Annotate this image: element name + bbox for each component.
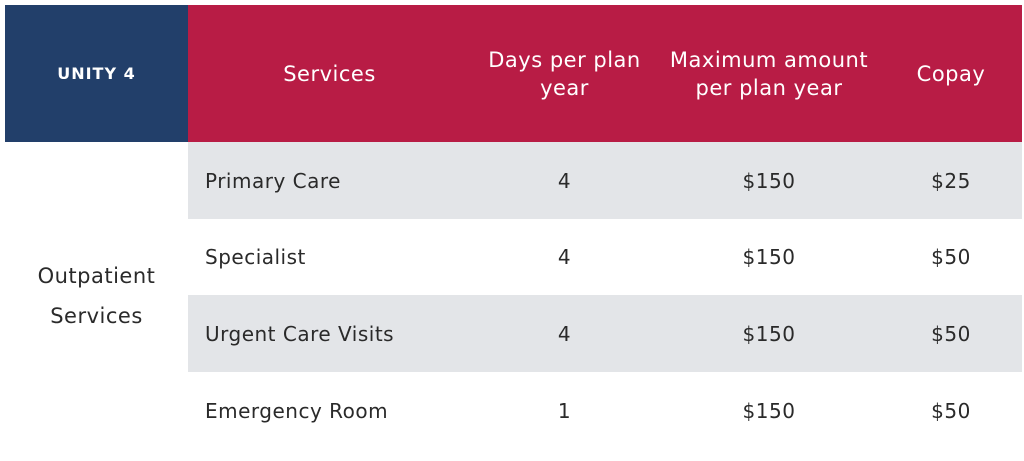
table-row-band xyxy=(188,295,1022,372)
plan-name: UNITY 4 xyxy=(57,64,136,83)
days-value: 4 xyxy=(557,321,572,346)
service-name: Primary Care xyxy=(205,168,341,193)
copay-header-label: Copay xyxy=(916,61,986,86)
copay-value: $25 xyxy=(931,168,971,193)
max-amount-value: $150 xyxy=(742,244,796,269)
copay-column-header: Copay xyxy=(880,5,1022,142)
category-label: Outpatient Services xyxy=(5,142,188,449)
benefits-table: UNITY 4 Services Days per plan year Maxi… xyxy=(5,5,1022,457)
service-name: Specialist xyxy=(205,244,306,269)
days-column-header: Days per plan year xyxy=(471,5,658,142)
plan-name-header: UNITY 4 xyxy=(5,5,188,142)
service-name: Emergency Room xyxy=(205,398,389,423)
max-amount-value: $150 xyxy=(742,168,796,193)
max-amount-value: $150 xyxy=(742,398,796,423)
days-value: 4 xyxy=(557,168,572,193)
max-amount-value: $150 xyxy=(742,321,796,346)
days-value: 1 xyxy=(557,398,572,423)
copay-value: $50 xyxy=(931,398,971,423)
service-name: Urgent Care Visits xyxy=(205,321,395,346)
services-header-label: Services xyxy=(283,61,376,86)
copay-value: $50 xyxy=(931,321,971,346)
copay-value: $50 xyxy=(931,244,971,269)
days-value: 4 xyxy=(557,244,572,269)
max-amount-header-label: Maximum amount per plan year xyxy=(669,47,869,100)
days-header-label: Days per plan year xyxy=(488,47,641,100)
max-amount-column-header: Maximum amount per plan year xyxy=(658,5,880,142)
table-row-band xyxy=(188,142,1022,219)
category-text: Outpatient Services xyxy=(37,263,156,328)
services-column-header: Services xyxy=(188,5,471,142)
